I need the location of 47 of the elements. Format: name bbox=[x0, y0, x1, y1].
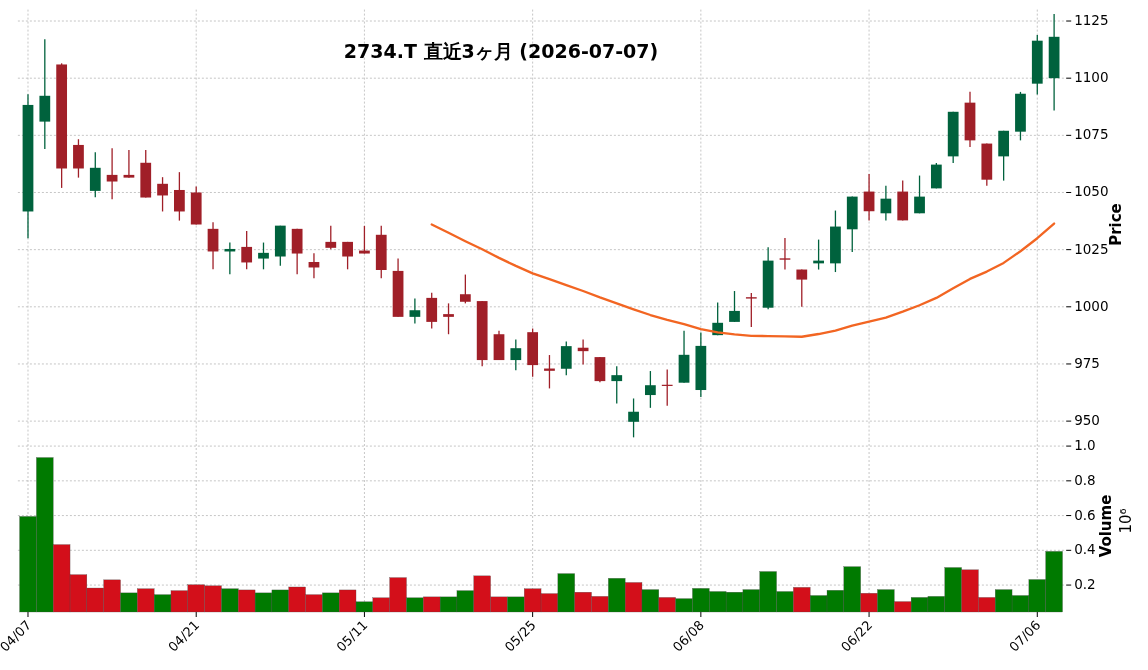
candlestick bbox=[745, 292, 757, 328]
candlestick bbox=[459, 273, 471, 305]
candlestick bbox=[409, 297, 421, 325]
candlestick bbox=[594, 356, 606, 383]
y-tick-label: 0.2 bbox=[1074, 576, 1096, 593]
y-tick-label: 1025 bbox=[1074, 240, 1109, 257]
y-tick-label: 1100 bbox=[1074, 69, 1109, 86]
candlestick bbox=[729, 290, 740, 323]
candlestick bbox=[443, 302, 454, 335]
y-tick-label: 1125 bbox=[1074, 12, 1109, 29]
candlestick bbox=[157, 176, 168, 213]
candlestick bbox=[73, 138, 84, 179]
text: 10⁶ bbox=[1117, 508, 1136, 534]
y-tick-label: 1050 bbox=[1074, 183, 1109, 200]
y-tick-label: 1000 bbox=[1074, 297, 1109, 314]
candlestick bbox=[89, 151, 101, 198]
y-axis-title: Price bbox=[1107, 203, 1126, 246]
candlestick bbox=[863, 173, 875, 222]
y-tick-label: 1075 bbox=[1074, 126, 1109, 143]
candlestick bbox=[123, 149, 135, 179]
candlestick bbox=[106, 147, 118, 200]
candlestick bbox=[779, 237, 791, 271]
candlestick bbox=[258, 241, 269, 270]
candlestick bbox=[645, 370, 656, 409]
candlestick bbox=[359, 225, 370, 255]
y-tick-label: 0.4 bbox=[1074, 541, 1096, 558]
candlestick bbox=[342, 241, 353, 270]
y-tick-label: 950 bbox=[1074, 412, 1100, 429]
candlestick bbox=[426, 292, 438, 330]
candlestick bbox=[241, 230, 253, 270]
text: 2734.T 直近3ヶ月 (2026-07-07) bbox=[343, 39, 659, 62]
line-series bbox=[430, 222, 1056, 338]
y-axis-title: Volume bbox=[1097, 494, 1116, 558]
y-tick-label: 0.8 bbox=[1074, 471, 1096, 488]
candlestick bbox=[325, 225, 337, 250]
candlestick bbox=[930, 162, 942, 190]
candlestick bbox=[207, 221, 219, 270]
y-tick-label: 0.6 bbox=[1074, 506, 1096, 523]
candlestick bbox=[174, 171, 185, 222]
candlestick bbox=[796, 268, 808, 308]
candlestick bbox=[914, 174, 925, 214]
candlestick bbox=[510, 338, 522, 371]
candlestick bbox=[611, 365, 623, 405]
y-tick-label: 975 bbox=[1074, 354, 1100, 371]
y-tick-label: 1.0 bbox=[1074, 437, 1096, 454]
candlestick bbox=[628, 397, 639, 438]
candlestick bbox=[560, 340, 572, 376]
